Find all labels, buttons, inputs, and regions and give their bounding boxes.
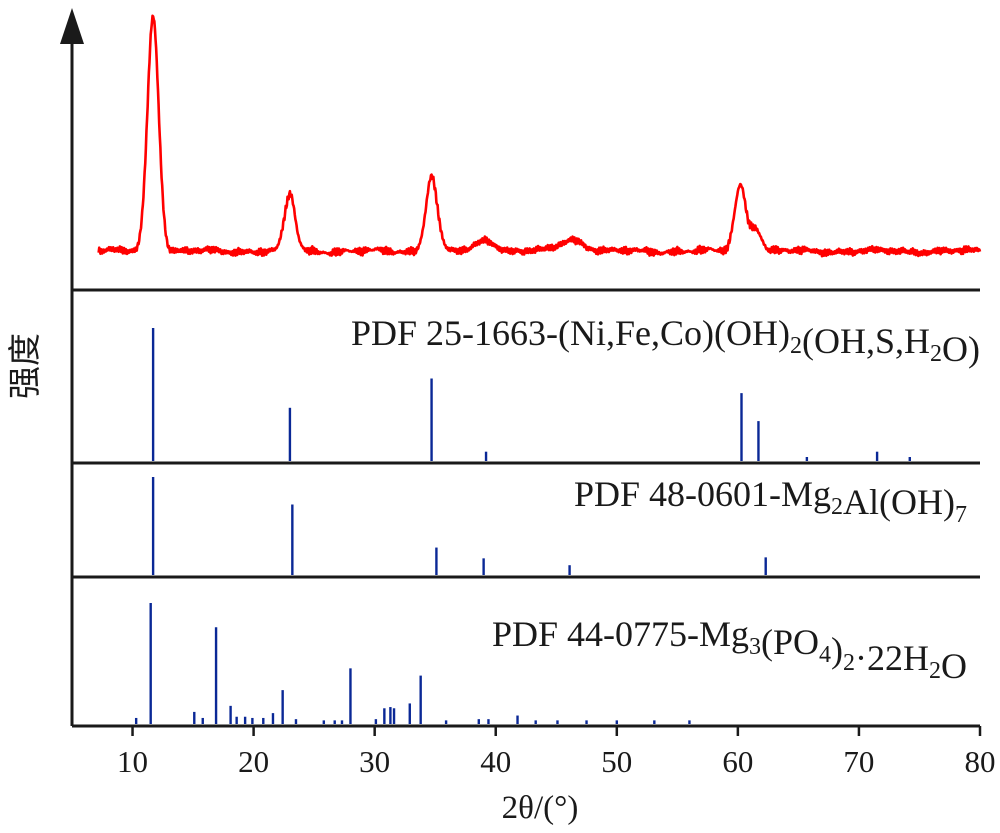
panel-dividers [72,288,980,579]
reference-pattern-3: PDF 44-0775-Mg3(PO4)2·22H2O [134,603,967,724]
measured-xrd-curve [97,14,982,258]
x-tick-label: 40 [480,744,511,779]
reference-3-label: PDF 44-0775-Mg3(PO4)2·22H2O [492,614,967,686]
axes-layer: 10 20 30 40 50 60 70 80 [60,8,996,779]
x-tick-label: 50 [601,744,632,779]
x-tick-label: 10 [117,744,148,779]
x-tick-label: 80 [965,744,996,779]
x-axis-title: 2θ/(°) [502,790,579,826]
y-axis-title: 强度 [7,333,44,399]
x-tick-label: 20 [238,744,269,779]
x-tick-label: 60 [722,744,753,779]
reference-patterns-layer: PDF 25-1663-(Ni,Fe,Co)(OH)2(OH,S,H2O) PDF… [134,313,980,724]
reference-pattern-1: PDF 25-1663-(Ni,Fe,Co)(OH)2(OH,S,H2O) [151,313,980,461]
x-tick-label: 30 [359,744,390,779]
reference-1-label: PDF 25-1663-(Ni,Fe,Co)(OH)2(OH,S,H2O) [351,313,980,369]
reference-2-label: PDF 48-0601-Mg2Al(OH)7 [574,474,967,528]
reference-pattern-2: PDF 48-0601-Mg2Al(OH)7 [151,474,967,575]
measured-pattern-layer [97,14,982,258]
x-tick-label: 70 [843,744,874,779]
y-axis-arrow [60,8,84,44]
